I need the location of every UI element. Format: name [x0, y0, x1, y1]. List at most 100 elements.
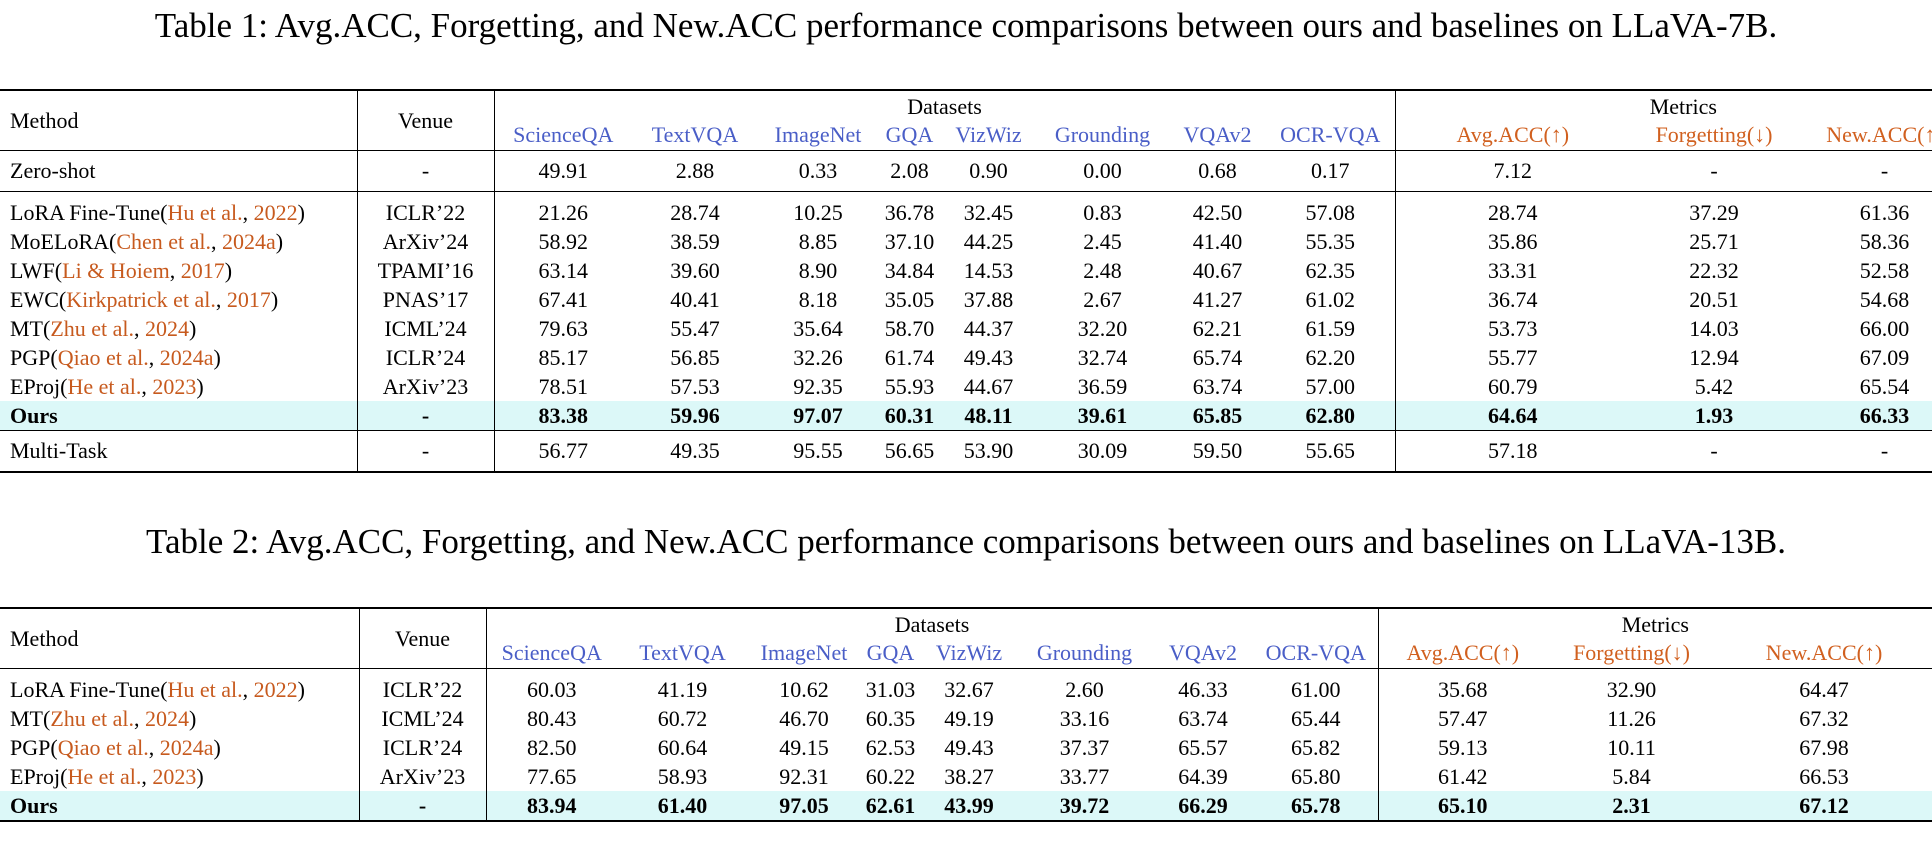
- table-row: EProj(He et al., 2023) ArXiv’23 77.65 58.93…: [0, 762, 1932, 791]
- citation-close: ): [189, 706, 197, 731]
- dataset-score-cell: 65.74: [1192, 345, 1243, 370]
- dataset-score-cell: 65.82: [1254, 733, 1379, 762]
- dataset-score-cell: 62.80: [1266, 401, 1396, 431]
- metric-score-cell: 35.86: [1488, 229, 1538, 254]
- header-dataset: ScienceQA: [513, 122, 614, 147]
- dataset-score-cell: 66.29: [1152, 791, 1254, 821]
- dataset-score-cell: 0.68: [1198, 158, 1237, 183]
- citation-year-link: 2024a: [222, 229, 276, 254]
- table-row: MT(Zhu et al., 2024) ICML’24 79.63 55.47 35.…: [0, 314, 1932, 343]
- dataset-score-cell: 59.50: [1192, 438, 1243, 463]
- dataset-score-cell: 48.11: [941, 401, 1036, 431]
- metric-score-cell: 2.31: [1547, 791, 1717, 821]
- citation-author-link: Zhu et al.: [50, 316, 135, 341]
- dataset-score-cell: 30.09: [1077, 438, 1128, 463]
- citation-year-link: 2024a: [159, 345, 214, 370]
- metric-score-cell: 5.42: [1694, 374, 1734, 399]
- header-venue: Venue: [359, 608, 487, 669]
- dataset-score-cell: 61.40: [617, 791, 748, 821]
- dataset-score-cell: 56.77: [538, 438, 589, 463]
- dataset-score-cell: 83.94: [486, 791, 617, 821]
- dataset-score-cell: 60.31: [878, 401, 941, 431]
- citation-author-link: Hu et al.: [167, 200, 243, 225]
- metric-score-cell: 36.74: [1488, 287, 1538, 312]
- citation-close: ): [224, 258, 233, 283]
- citation-author-link: Chen et al.: [116, 229, 212, 254]
- header-dataset: VQAv2: [1183, 122, 1252, 147]
- metric-score-cell: 53.73: [1488, 316, 1538, 341]
- dataset-score-cell: 38.59: [670, 229, 720, 254]
- metric-score-cell: 64.47: [1799, 677, 1849, 702]
- method-name: PGP(: [10, 735, 58, 760]
- venue-cell: ArXiv’23: [359, 762, 487, 791]
- metric-score-cell: -: [1880, 158, 1889, 183]
- metric-score-cell: 7.12: [1493, 158, 1533, 183]
- metric-score-cell: 12.94: [1689, 345, 1739, 370]
- venue-cell: -: [357, 430, 495, 472]
- venue-cell: -: [357, 150, 495, 192]
- dataset-score-cell: 61.74: [884, 345, 935, 370]
- header-dataset: GQA: [866, 640, 915, 665]
- dataset-score-cell: 58.92: [538, 229, 589, 254]
- dataset-score-cell: 46.70: [779, 706, 829, 731]
- header-metric: Forgetting(↓): [1655, 122, 1773, 147]
- metric-score-cell: 66.53: [1799, 764, 1849, 789]
- header-dataset: TextVQA: [639, 640, 726, 665]
- citation-separator: ,: [141, 764, 153, 789]
- header-method: Method: [0, 90, 358, 151]
- venue-cell: ArXiv’23: [357, 372, 495, 401]
- citation-close: ): [297, 677, 305, 702]
- citation-year-link: 2022: [253, 200, 298, 225]
- table-row: PGP(Qiao et al., 2024a) ICLR’24 82.50 60.64…: [0, 733, 1932, 762]
- method-cell: LWF(Li & Hoiem, 2017): [0, 256, 358, 285]
- dataset-score-cell: 44.37: [963, 316, 1014, 341]
- dataset-score-cell: 8.85: [798, 229, 838, 254]
- dataset-score-cell: 85.17: [538, 345, 589, 370]
- dataset-score-cell: 32.67: [944, 677, 994, 702]
- method-name: Ours: [10, 793, 58, 818]
- header-metric: New.ACC(↑): [1826, 122, 1932, 147]
- method-cell: EProj(He et al., 2023): [0, 372, 358, 401]
- metric-score-cell: 67.09: [1859, 345, 1910, 370]
- dataset-score-cell: 37.10: [884, 229, 935, 254]
- dataset-score-cell: 62.61: [860, 791, 921, 821]
- dataset-score-cell: 40.67: [1192, 258, 1243, 283]
- metric-score-cell: 32.90: [1606, 677, 1657, 702]
- metric-score-cell: 28.74: [1488, 200, 1538, 225]
- dataset-score-cell: 2.60: [1065, 677, 1104, 702]
- dataset-score-cell: 10.25: [793, 200, 843, 225]
- table-row: EWC(Kirkpatrick et al., 2017) PNAS’17 67.4…: [0, 285, 1932, 314]
- dataset-score-cell: 32.20: [1077, 316, 1128, 341]
- dataset-score-cell: 57.08: [1266, 191, 1396, 227]
- citation-year-link: 2017: [226, 287, 271, 312]
- method-name: MT(: [10, 316, 51, 341]
- table1-caption: Table 1: Avg.ACC, Forgetting, and New.AC…: [154, 6, 1778, 45]
- venue-cell: -: [357, 401, 495, 431]
- citation-close: ): [213, 735, 221, 760]
- metric-score-cell: 58.36: [1859, 229, 1910, 254]
- metric-score-cell: 33.31: [1488, 258, 1538, 283]
- citation-separator: ,: [211, 229, 223, 254]
- dataset-score-cell: 32.45: [963, 200, 1014, 225]
- dataset-score-cell: 78.51: [538, 374, 589, 399]
- table-row: MoELoRA(Chen et al., 2024a) ArXiv’24 58.92…: [0, 227, 1932, 256]
- dataset-score-cell: 21.26: [538, 200, 589, 225]
- dataset-score-cell: 79.63: [538, 316, 589, 341]
- header-dataset: VizWiz: [935, 640, 1003, 665]
- dataset-score-cell: 62.21: [1192, 316, 1243, 341]
- ours-row: Ours -83.94 61.40 97.05 62.61 43.99 39.72 66.29…: [0, 791, 1932, 821]
- header-metrics-group: Metrics: [1394, 90, 1932, 120]
- dataset-score-cell: 37.37: [1059, 735, 1110, 760]
- method-name: EProj(: [10, 764, 68, 789]
- citation-separator: ,: [242, 200, 254, 225]
- dataset-score-cell: 0.83: [1083, 200, 1122, 225]
- citation-separator: ,: [148, 345, 160, 370]
- citation-close: ): [189, 316, 197, 341]
- dataset-score-cell: 41.27: [1192, 287, 1243, 312]
- method-cell: EProj(He et al., 2023): [0, 762, 360, 791]
- method-name: MoELoRA(: [10, 229, 117, 254]
- dataset-score-cell: 49.43: [944, 735, 994, 760]
- citation-author-link: He et al.: [67, 374, 142, 399]
- dataset-score-cell: 58.70: [884, 316, 935, 341]
- metric-score-cell: -: [1880, 438, 1889, 463]
